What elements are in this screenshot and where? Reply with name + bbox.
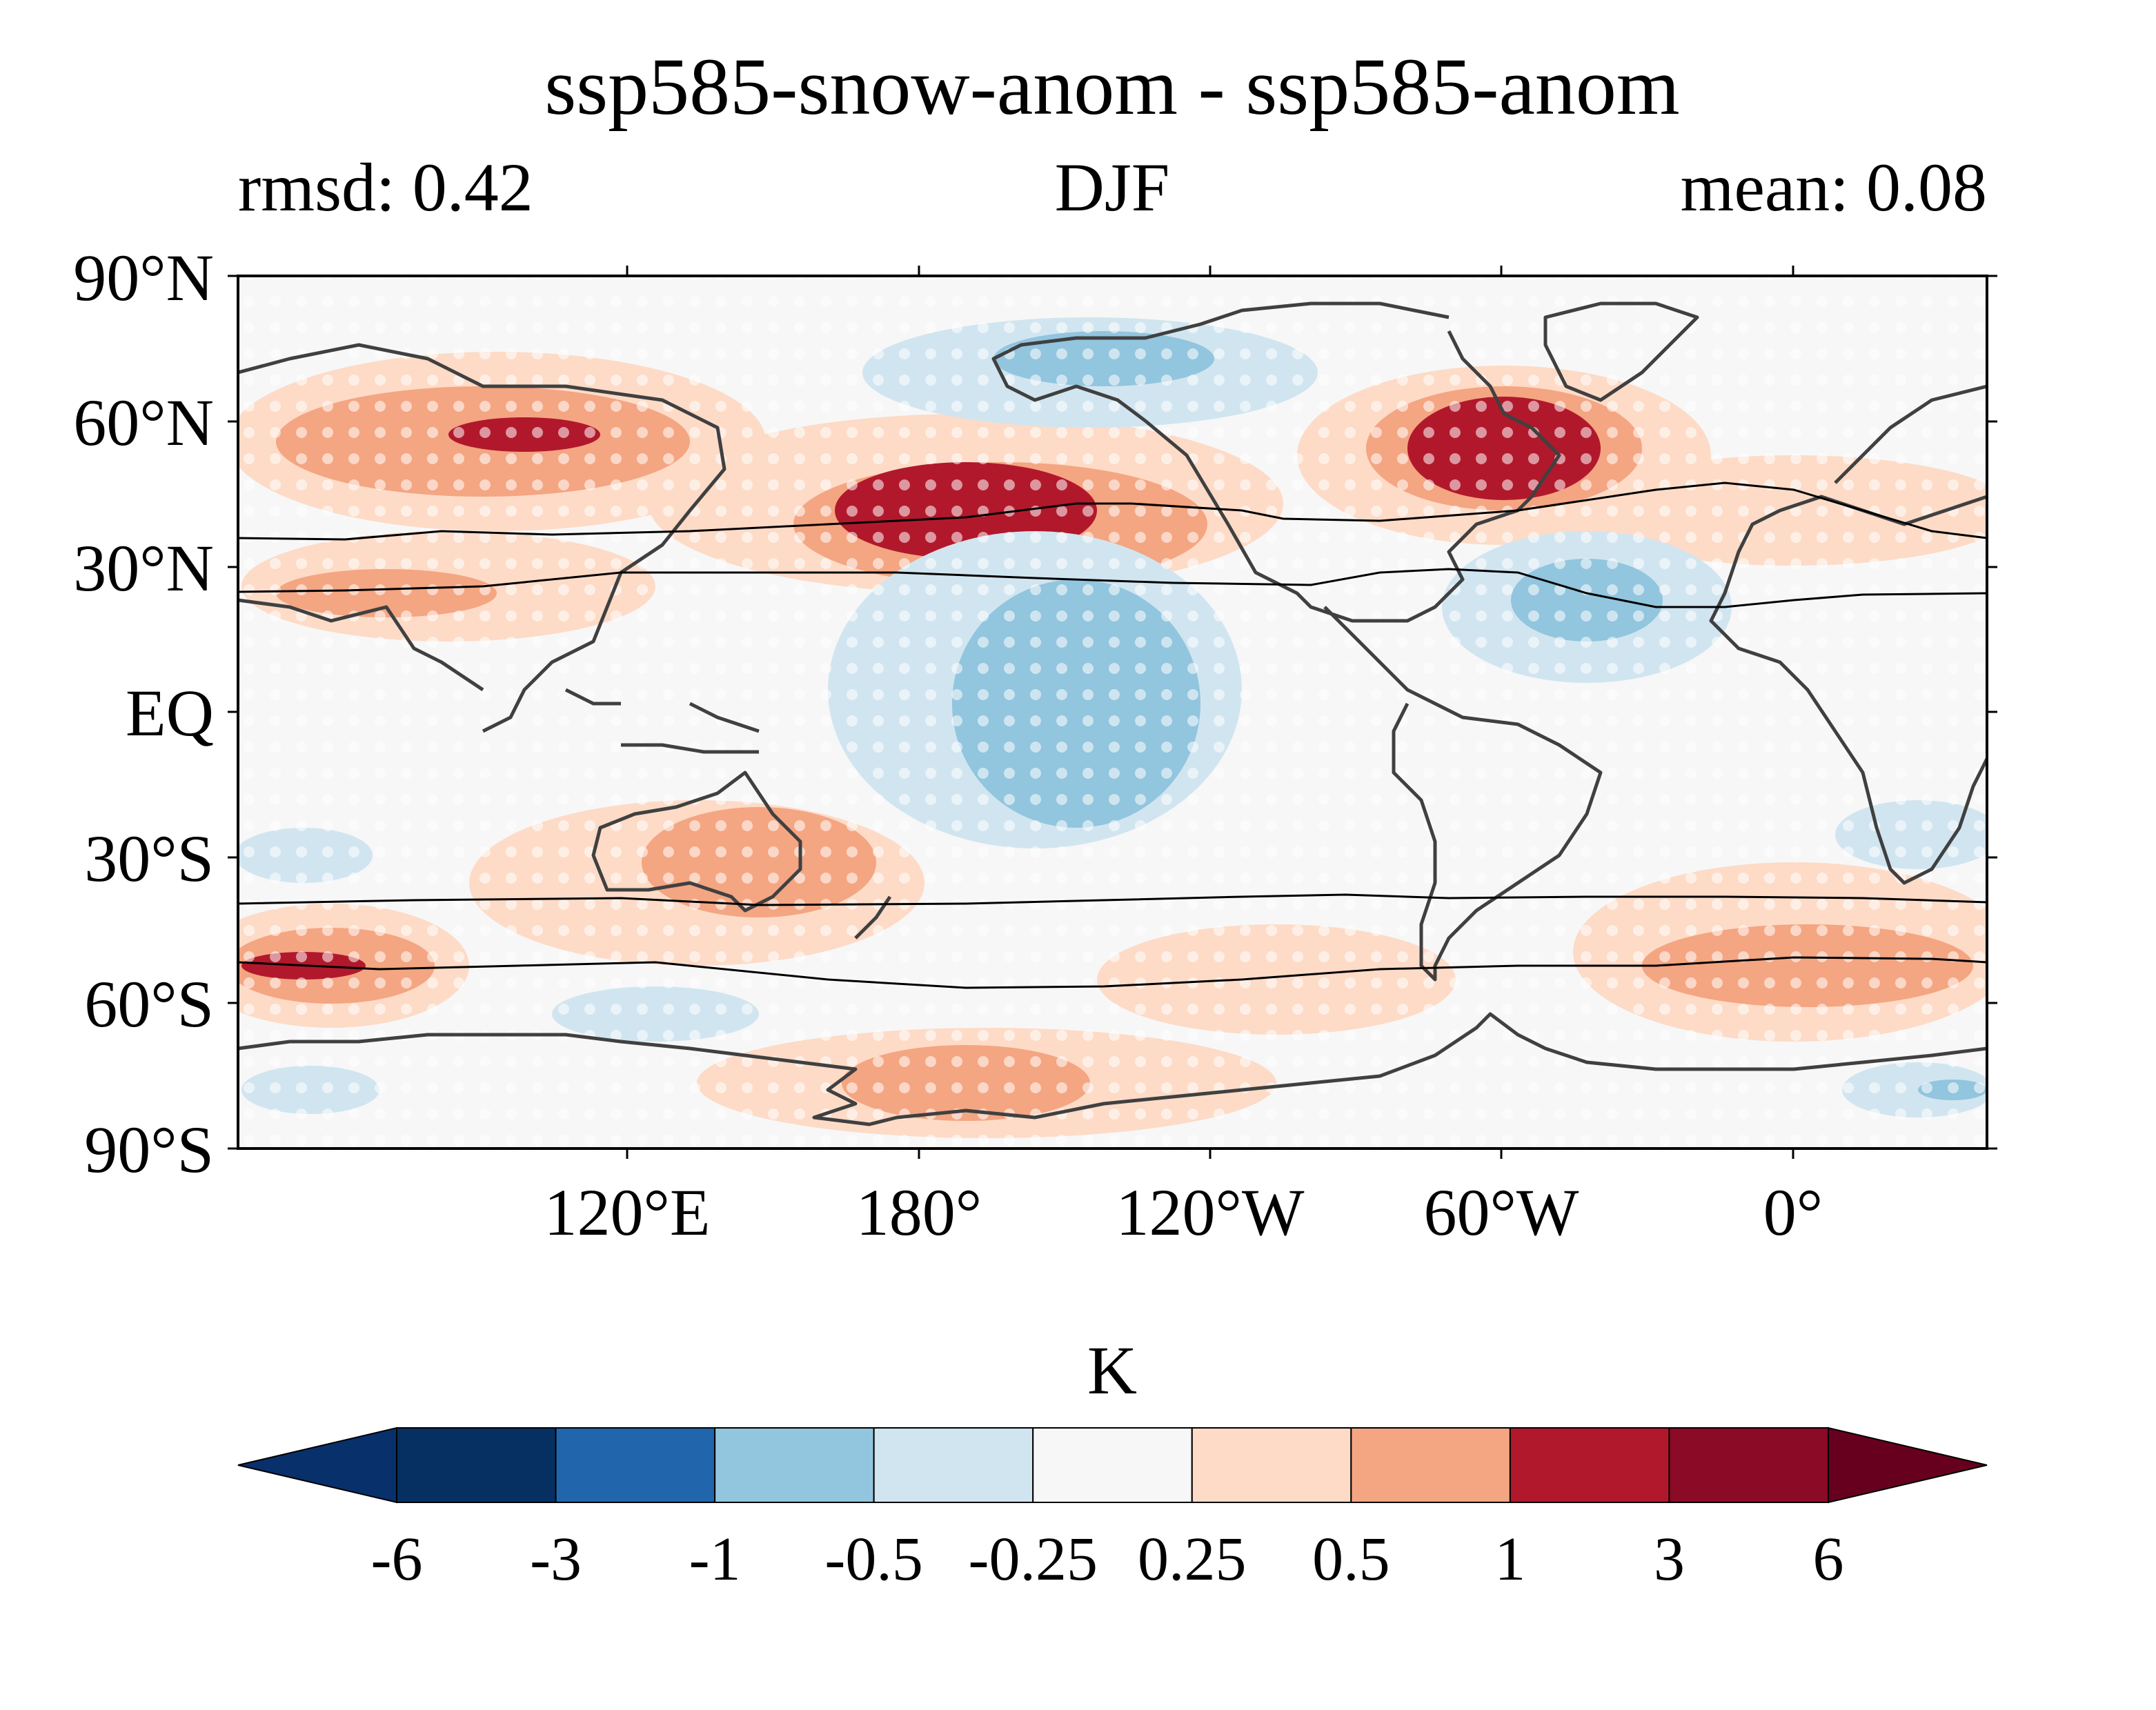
latitude-axis: [228, 275, 1997, 1150]
colorbar-cells: [237, 1426, 1988, 1504]
colorbar-cell: [1191, 1427, 1352, 1503]
left-subtitle: rmsd: 0.42: [238, 149, 533, 226]
map-panel: [238, 276, 1987, 1149]
lon-label-120w: 120°W: [1116, 1175, 1305, 1249]
lat-label-60n: 60°N: [73, 386, 214, 459]
longitude-axis: [626, 266, 1794, 1159]
colorbar-cell: [714, 1427, 875, 1503]
colorbar-cell: [1668, 1427, 1829, 1503]
colorbar-tick-label: -0.5: [824, 1525, 922, 1593]
colorbar-extend-high: [1828, 1426, 1988, 1504]
colorbar: K -6 -3 -1 -0.5 -0.25 0.25 0.5 1 3 6: [237, 1332, 1988, 1593]
colorbar-tick-label: -1: [689, 1525, 741, 1593]
lat-label-30n: 30°N: [73, 531, 214, 605]
colorbar-tick-labels: -6 -3 -1 -0.5 -0.25 0.25 0.5 1 3 6: [371, 1525, 1844, 1593]
colorbar-tick-label: 6: [1813, 1525, 1844, 1593]
lon-label-120e: 120°E: [544, 1175, 710, 1249]
colorbar-cell: [1350, 1427, 1511, 1503]
colorbar-tick-label: 0.5: [1312, 1525, 1390, 1593]
colorbar-extend-low: [237, 1426, 397, 1504]
colorbar-cell: [1032, 1427, 1193, 1503]
colorbar-tick-label: -0.25: [968, 1525, 1097, 1593]
jet-contour-lines: [238, 481, 1987, 989]
colorbar-tick-label: -3: [530, 1525, 582, 1593]
lon-label-60w: 60°W: [1424, 1175, 1579, 1249]
right-subtitle: mean: 0.08: [1681, 149, 1987, 226]
colorbar-cell: [555, 1427, 716, 1503]
center-subtitle: DJF: [1055, 149, 1170, 226]
colorbar-tick-label: 0.25: [1138, 1525, 1247, 1593]
lat-label-90n: 90°N: [73, 241, 214, 315]
lat-label-90s: 90°S: [84, 1113, 214, 1186]
latitude-labels: 90°N 60°N 30°N EQ 30°S 60°S 90°S: [73, 241, 214, 1186]
lon-label-180: 180°: [856, 1175, 982, 1249]
colorbar-cell: [396, 1427, 557, 1503]
significance-stippling: [238, 276, 1987, 1149]
colorbar-tick-label: 3: [1654, 1525, 1685, 1593]
colorbar-tick-label: -6: [371, 1525, 423, 1593]
lat-label-60s: 60°S: [84, 967, 214, 1041]
figure-title: ssp585-snow-anom - ssp585-anom: [544, 41, 1679, 132]
colorbar-cell: [1509, 1427, 1670, 1503]
lat-label-30s: 30°S: [84, 822, 214, 895]
lon-label-0: 0°: [1763, 1175, 1823, 1249]
colorbar-tick-label: 1: [1494, 1525, 1525, 1593]
coastlines: [238, 301, 1987, 1126]
longitude-labels: 120°E 180° 120°W 60°W 0°: [544, 1175, 1823, 1249]
colorbar-cell: [873, 1427, 1034, 1503]
colorbar-unit-label: K: [1087, 1332, 1137, 1409]
lat-label-eq: EQ: [126, 676, 214, 750]
